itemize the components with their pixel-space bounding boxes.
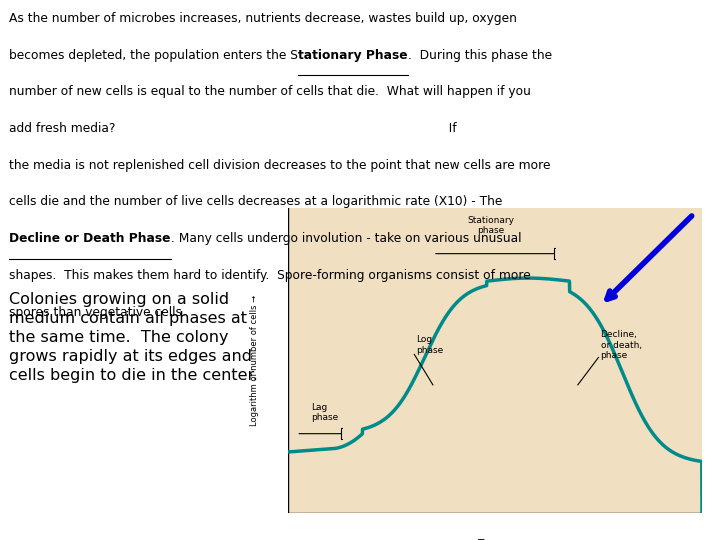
- Text: Decline,
or death,
phase: Decline, or death, phase: [600, 330, 642, 360]
- Text: spores than vegetative cells.: spores than vegetative cells.: [9, 306, 186, 319]
- Text: cells die and the number of live cells decreases at a logarithmic rate (X10) - T: cells die and the number of live cells d…: [9, 195, 503, 208]
- Text: Colonies growing on a solid
medium contain all phases at
the same time.  The col: Colonies growing on a solid medium conta…: [9, 292, 258, 383]
- Text: Stationary
phase: Stationary phase: [467, 216, 514, 235]
- Text: Log
phase: Log phase: [416, 335, 444, 355]
- Text: tationary Phase: tationary Phase: [298, 49, 408, 62]
- Text: the media is not replenished cell division decreases to the point that new cells: the media is not replenished cell divisi…: [9, 159, 551, 172]
- Text: add fresh media?                                                                : add fresh media?: [9, 122, 457, 135]
- Text: Decline or Death Phase: Decline or Death Phase: [9, 232, 171, 245]
- Text: shapes.  This makes them hard to identify.  Spore-forming organisms consist of m: shapes. This makes them hard to identify…: [9, 269, 531, 282]
- Text: .  During this phase the: . During this phase the: [408, 49, 552, 62]
- Text: As the number of microbes increases, nutrients decrease, wastes build up, oxygen: As the number of microbes increases, nut…: [9, 12, 517, 25]
- Text: Lag
phase: Lag phase: [311, 403, 338, 422]
- Text: . Many cells undergo involution - take on various unusual: . Many cells undergo involution - take o…: [171, 232, 521, 245]
- Text: number of new cells is equal to the number of cells that die.  What will happen : number of new cells is equal to the numb…: [9, 85, 531, 98]
- Text: becomes depleted, the population enters the S: becomes depleted, the population enters …: [9, 49, 298, 62]
- Text: Time →: Time →: [477, 538, 513, 540]
- Text: Logarithm of number of cells →: Logarithm of number of cells →: [251, 295, 259, 426]
